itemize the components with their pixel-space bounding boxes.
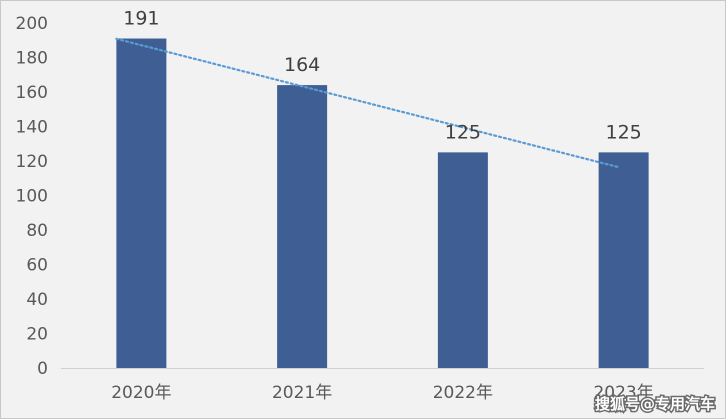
x-tick-label: 2023年 (593, 383, 653, 403)
data-label: 191 (123, 8, 159, 30)
watermark: 搜狐号@专用汽车 (593, 394, 716, 415)
bar (598, 152, 649, 368)
y-tick-label: 40 (26, 290, 48, 310)
y-tick-label: 180 (16, 49, 48, 69)
y-tick-label: 100 (16, 187, 48, 207)
x-axis: 2020年 2021年 2022年 2023年 (61, 368, 704, 403)
y-tick-label: 200 (16, 14, 48, 34)
bar (277, 85, 328, 368)
watermark-text: 搜狐号@专用汽车 (595, 395, 715, 413)
y-tick-label: 120 (16, 152, 48, 172)
y-tick-label: 140 (16, 118, 48, 138)
y-tick-label: 60 (26, 256, 48, 276)
y-tick-label: 0 (37, 359, 48, 379)
trendline-path (115, 37, 620, 169)
trendline (115, 37, 620, 169)
data-label: 164 (284, 54, 320, 76)
bar (437, 152, 488, 368)
x-tick-label: 2022年 (433, 383, 493, 403)
data-label: 125 (605, 121, 641, 143)
y-tick-label: 80 (26, 221, 48, 241)
y-axis: 0 20 40 60 80 100 120 140 160 180 200 (16, 14, 48, 379)
bar (116, 38, 167, 369)
data-labels: 191 164 125 125 (123, 8, 642, 144)
bars (116, 38, 649, 369)
y-tick-label: 20 (26, 325, 48, 345)
y-tick-label: 160 (16, 83, 48, 103)
x-tick-label: 2020年 (111, 383, 171, 403)
data-label: 125 (445, 121, 481, 143)
x-tick-label: 2021年 (272, 383, 332, 403)
